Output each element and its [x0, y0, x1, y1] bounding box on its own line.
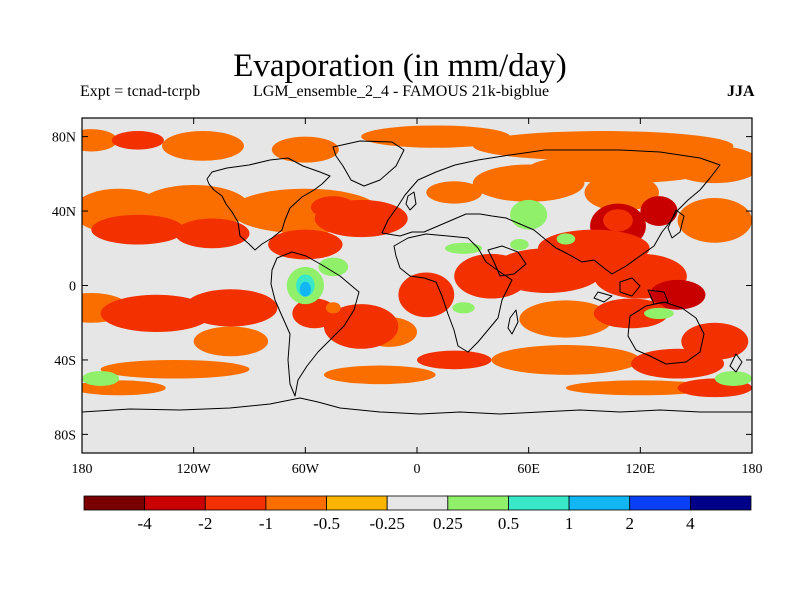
colorbar-swatch	[508, 495, 570, 511]
colorbar-swatch	[447, 495, 509, 511]
coast-arabia	[487, 245, 527, 277]
field-blob	[323, 365, 436, 385]
field-blob	[323, 304, 399, 349]
field-blob	[299, 281, 311, 297]
field-blob	[603, 209, 633, 232]
field-blob	[361, 125, 511, 148]
season-label: JJA	[727, 83, 755, 100]
colorbar-swatch	[689, 495, 752, 511]
coast-south-america	[270, 251, 360, 397]
field-blob	[398, 272, 455, 318]
field-blob	[111, 131, 164, 150]
field-blob	[510, 199, 548, 230]
coast-north-america	[206, 157, 331, 251]
colorbar-label: -1	[259, 514, 273, 533]
field-blob	[100, 359, 250, 379]
lat-label: 80S	[54, 428, 76, 443]
latitude-axis: 80N 40N 0 40S 80S	[52, 131, 752, 443]
field-blob	[644, 307, 674, 319]
field-blob	[268, 229, 343, 260]
lon-label: 180	[72, 462, 93, 477]
field-blob	[593, 298, 669, 329]
field-blob	[310, 196, 356, 219]
field-blob	[565, 380, 715, 396]
evaporation-field	[82, 125, 752, 398]
colorbar-swatch	[629, 495, 691, 511]
colorbar-label: 0.5	[498, 514, 519, 533]
ensemble-label: LGM_ensemble_2_4 - FAMOUS 21k-bigblue	[253, 83, 550, 100]
field-blob	[162, 131, 244, 161]
field-blob	[510, 238, 529, 251]
colorbar-label: 4	[686, 514, 695, 533]
colorbar: -4 -2 -1 -0.5 -0.25 0.25 0.5 1 2 4	[83, 495, 752, 533]
field-blob	[271, 136, 339, 163]
lon-label: 60E	[517, 462, 540, 477]
coast-antarctica	[82, 397, 752, 415]
field-blob	[100, 294, 213, 333]
colorbar-label: -4	[138, 514, 153, 533]
field-blob	[426, 181, 483, 204]
field-blob	[193, 326, 269, 357]
field-blob	[714, 371, 752, 386]
colorbar-swatch	[83, 495, 146, 511]
field-blob	[640, 196, 678, 226]
coast-africa	[393, 233, 513, 353]
field-blob	[584, 173, 659, 212]
field-blob	[184, 289, 278, 327]
coast-japan	[667, 209, 685, 239]
field-blob	[91, 214, 185, 245]
field-blob	[491, 345, 641, 375]
field-blob	[175, 218, 250, 249]
field-blob	[556, 233, 576, 245]
colorbar-swatch	[204, 495, 267, 511]
coastlines	[82, 140, 752, 415]
colorbar-label: -0.25	[369, 514, 404, 533]
lat-label: 40S	[54, 354, 76, 369]
colorbar-label: 1	[565, 514, 574, 533]
field-blob	[452, 302, 475, 314]
coast-australia	[627, 301, 705, 365]
field-blob	[82, 129, 118, 152]
field-blob	[417, 350, 492, 370]
lon-label: 0	[414, 462, 421, 477]
coast-madagascar	[507, 309, 519, 335]
lat-label: 80N	[52, 131, 76, 146]
colorbar-swatch	[144, 495, 206, 511]
colorbar-swatch	[386, 495, 449, 511]
field-blob	[454, 253, 529, 299]
field-blob	[82, 371, 120, 386]
longitude-axis: 180 120W 60W 0 60E 120E 180	[72, 118, 763, 477]
lon-label: 120W	[177, 462, 212, 477]
coast-greenland	[332, 140, 405, 187]
colorbar-label: -2	[198, 514, 212, 533]
colorbar-swatch	[326, 495, 388, 511]
field-blob	[472, 164, 585, 202]
experiment-label: Expt = tcnad-tcrpb	[80, 83, 201, 100]
field-blob	[677, 198, 752, 243]
colorbar-swatch	[265, 495, 327, 511]
coast-borneo-indonesia	[593, 277, 669, 305]
coast-uk	[405, 191, 417, 211]
coast-eurasia	[381, 149, 721, 275]
field-blob	[631, 348, 725, 379]
field-blob	[519, 300, 613, 338]
map-title: Evaporation (in mm/day)	[233, 48, 567, 84]
colorbar-swatch	[568, 495, 631, 511]
field-blob	[668, 145, 752, 184]
lon-label: 180	[742, 462, 763, 477]
colorbar-label: 2	[625, 514, 634, 533]
lat-label: 40N	[52, 205, 76, 220]
lon-label: 60W	[292, 462, 320, 477]
field-blob	[325, 302, 341, 314]
lon-label: 120E	[626, 462, 656, 477]
colorbar-label: 0.25	[433, 514, 463, 533]
colorbar-label: -0.5	[313, 514, 340, 533]
field-blob	[444, 242, 483, 254]
field-blob	[318, 257, 349, 277]
coast-new-zealand	[729, 353, 743, 373]
lat-label: 0	[69, 280, 76, 295]
